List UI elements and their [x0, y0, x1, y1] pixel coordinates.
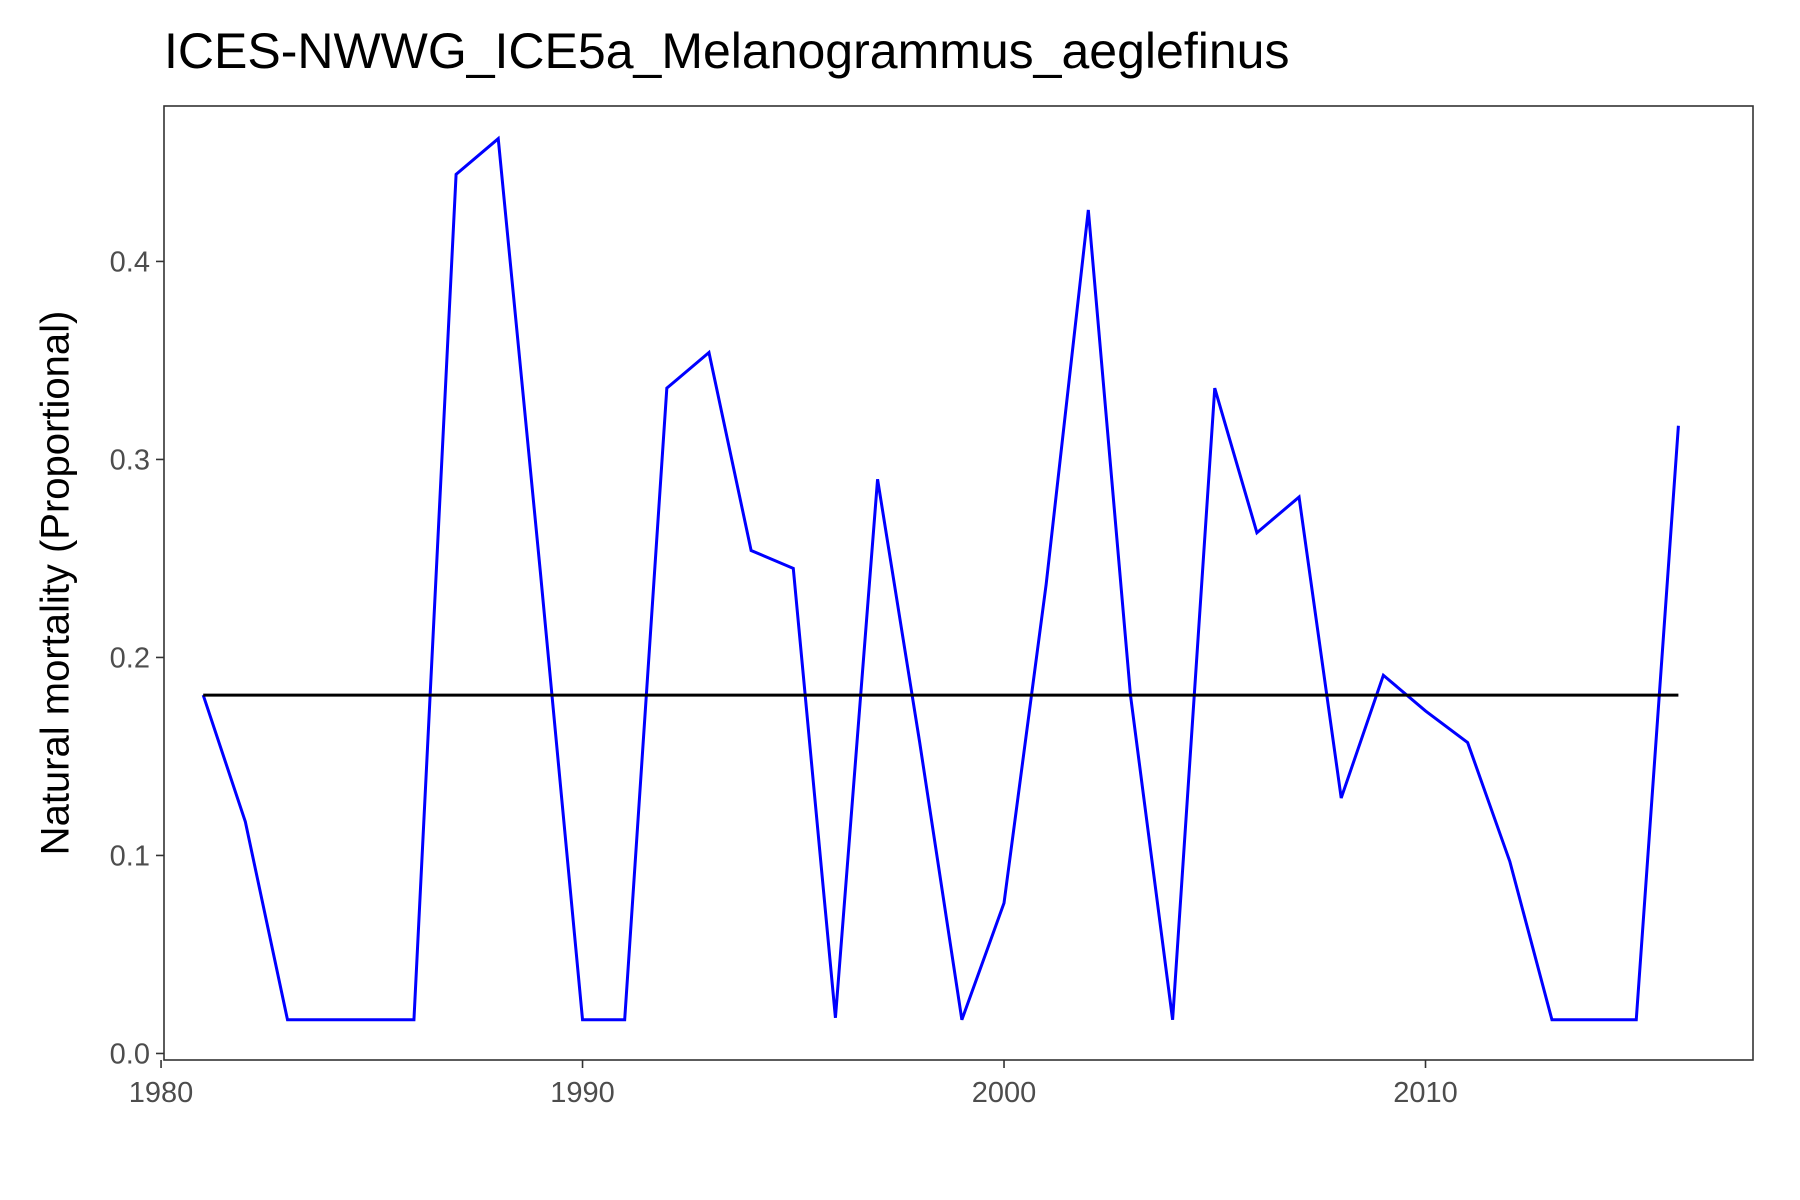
y-tick-label: 0.4 — [110, 246, 150, 278]
series-line-mortality — [201, 135, 1680, 1022]
y-axis-title: Natural mortality (Proportional) — [34, 311, 78, 856]
x-axis: 1980 1990 2000 2010 — [129, 1060, 1458, 1109]
y-axis: 0.0 0.1 0.2 0.3 0.4 — [110, 246, 164, 1070]
x-tick-label: 2000 — [972, 1077, 1037, 1109]
plot-panel — [163, 105, 1754, 1061]
y-tick-label: 0.1 — [110, 840, 150, 872]
x-tick-label: 2010 — [1393, 1077, 1458, 1109]
y-tick-label: 0.0 — [110, 1038, 150, 1070]
y-tick-label: 0.2 — [110, 642, 150, 674]
x-tick-label: 1980 — [129, 1077, 194, 1109]
x-tick-label: 1990 — [550, 1077, 615, 1109]
y-tick-label: 0.3 — [110, 444, 150, 476]
chart-title: ICES-NWWG_ICE5a_Melanogrammus_aeglefinus — [164, 23, 1289, 79]
series-layer — [201, 135, 1680, 1022]
